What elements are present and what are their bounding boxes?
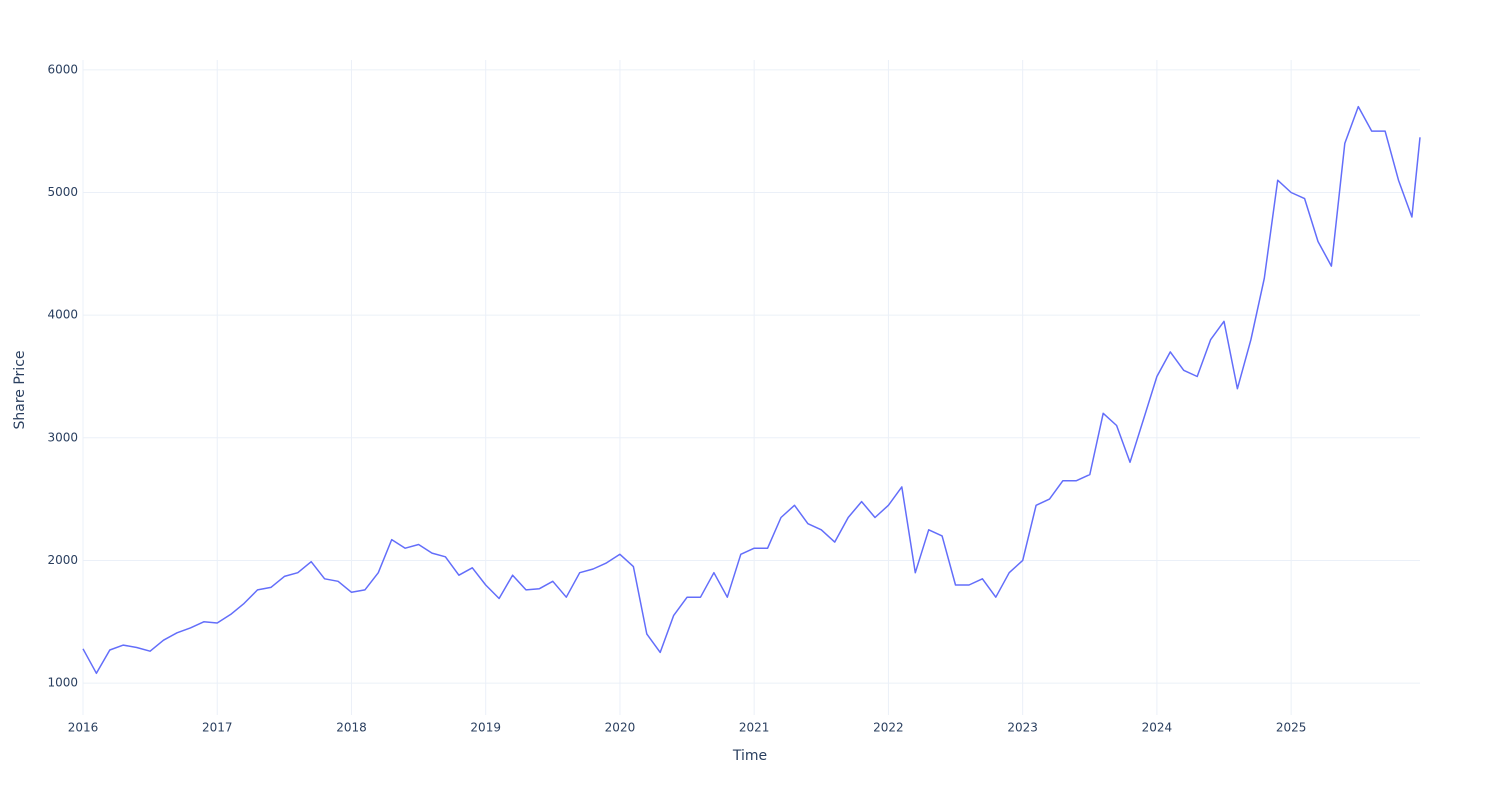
- x-tick-label: 2021: [739, 721, 770, 735]
- x-tick-label: 2019: [470, 721, 501, 735]
- y-tick-label: 2000: [47, 553, 78, 567]
- y-tick-label: 1000: [47, 676, 78, 690]
- y-tick-label: 6000: [47, 62, 78, 76]
- x-tick-label: 2017: [202, 721, 233, 735]
- x-tick-label: 2016: [68, 721, 99, 735]
- x-tick-label: 2020: [605, 721, 636, 735]
- x-tick-label: 2023: [1007, 721, 1038, 735]
- y-tick-label: 3000: [47, 430, 78, 444]
- y-axis-title: Share Price: [12, 350, 28, 429]
- y-tick-label: 5000: [47, 185, 78, 199]
- series-line: [82, 105, 1421, 675]
- x-tick-label: 2018: [336, 721, 367, 735]
- x-tick-label: 2022: [873, 721, 904, 735]
- y-tick-label: 4000: [47, 308, 78, 322]
- x-axis-title: Time: [732, 748, 767, 764]
- x-tick-label: 2025: [1276, 721, 1307, 735]
- x-tick-label: 2024: [1142, 721, 1173, 735]
